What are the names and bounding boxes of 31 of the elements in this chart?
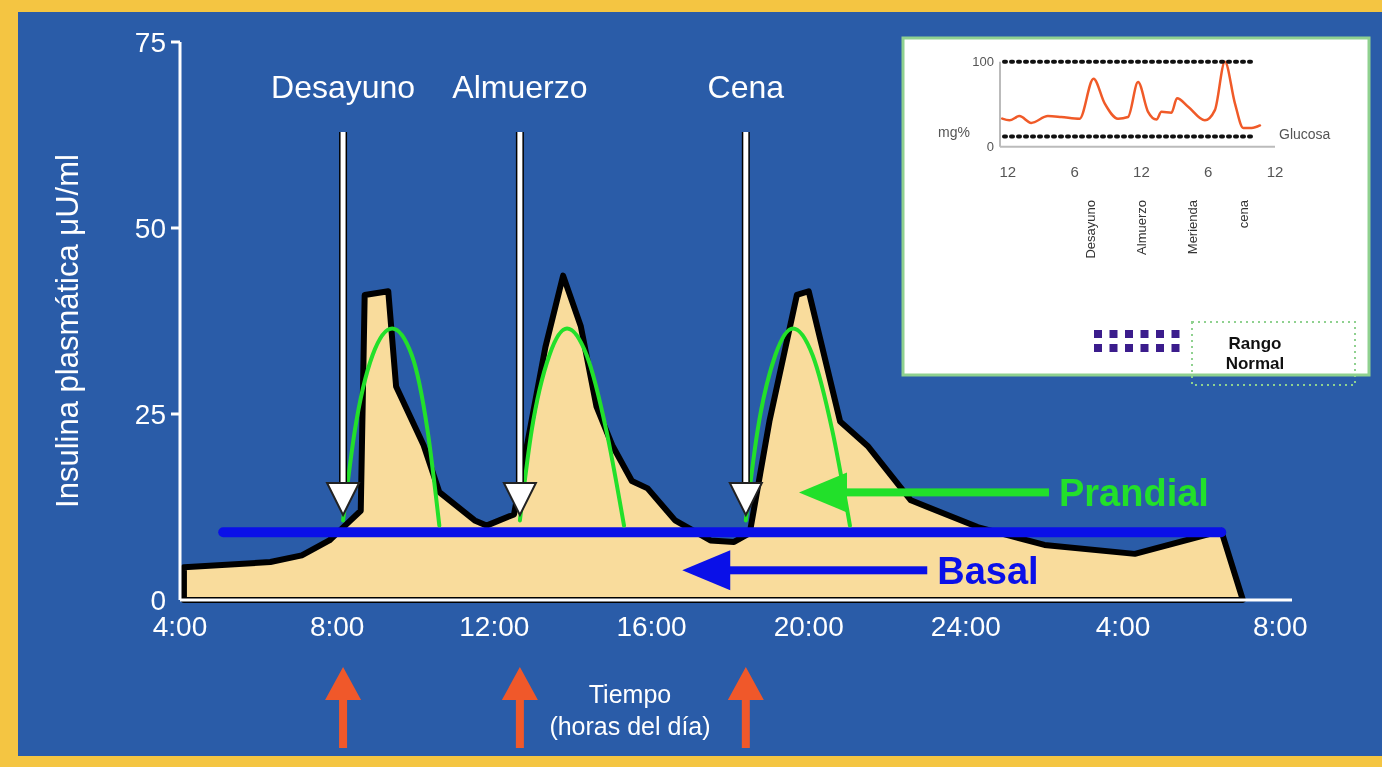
- x-tick-label: 12: [1133, 162, 1150, 180]
- series-label: Glucosa: [1279, 126, 1331, 143]
- y-axis-title: mg%: [938, 123, 970, 140]
- x-tick-label: 6: [1070, 162, 1079, 180]
- annotation: Almuerzo: [1134, 200, 1149, 255]
- x-tick-label: 12: [1266, 162, 1284, 180]
- x-tick-label: 24:00: [930, 611, 1001, 642]
- x-tick-label: 12: [999, 162, 1017, 180]
- ref-line-label: Rango Normal: [1225, 334, 1285, 373]
- x-tick-label: 16:00: [616, 611, 687, 642]
- series-label: Basal: [937, 549, 1039, 592]
- y-tick-label: 50: [134, 212, 166, 244]
- ref-line-label: Cena: [707, 69, 785, 105]
- x-tick-label: 20:00: [773, 611, 844, 642]
- text: Prandial: [1058, 472, 1209, 515]
- x-tick-label: 8:00: [1252, 611, 1308, 642]
- y-tick-label: 25: [134, 398, 166, 430]
- x-tick-label: 8:00: [309, 611, 365, 642]
- x-axis-title: Tiempo (horas del día): [549, 680, 711, 740]
- y-tick-label: 0: [986, 139, 994, 155]
- y-axis-title: Insulina plasmática μU/ml: [50, 154, 85, 508]
- ref-line-label: Desayuno: [271, 69, 416, 105]
- ref-line-label: Almuerzo: [452, 69, 588, 105]
- x-tick-label: 4:00: [1095, 611, 1151, 642]
- x-tick-label: 6: [1204, 162, 1213, 180]
- annotation: Merienda: [1185, 199, 1200, 255]
- y-tick-label: 100: [972, 54, 994, 70]
- x-tick-label: 12:00: [459, 611, 530, 642]
- y-tick-label: 75: [134, 26, 166, 58]
- annotation: cena: [1236, 199, 1251, 229]
- annotation: Desayuno: [1083, 200, 1098, 259]
